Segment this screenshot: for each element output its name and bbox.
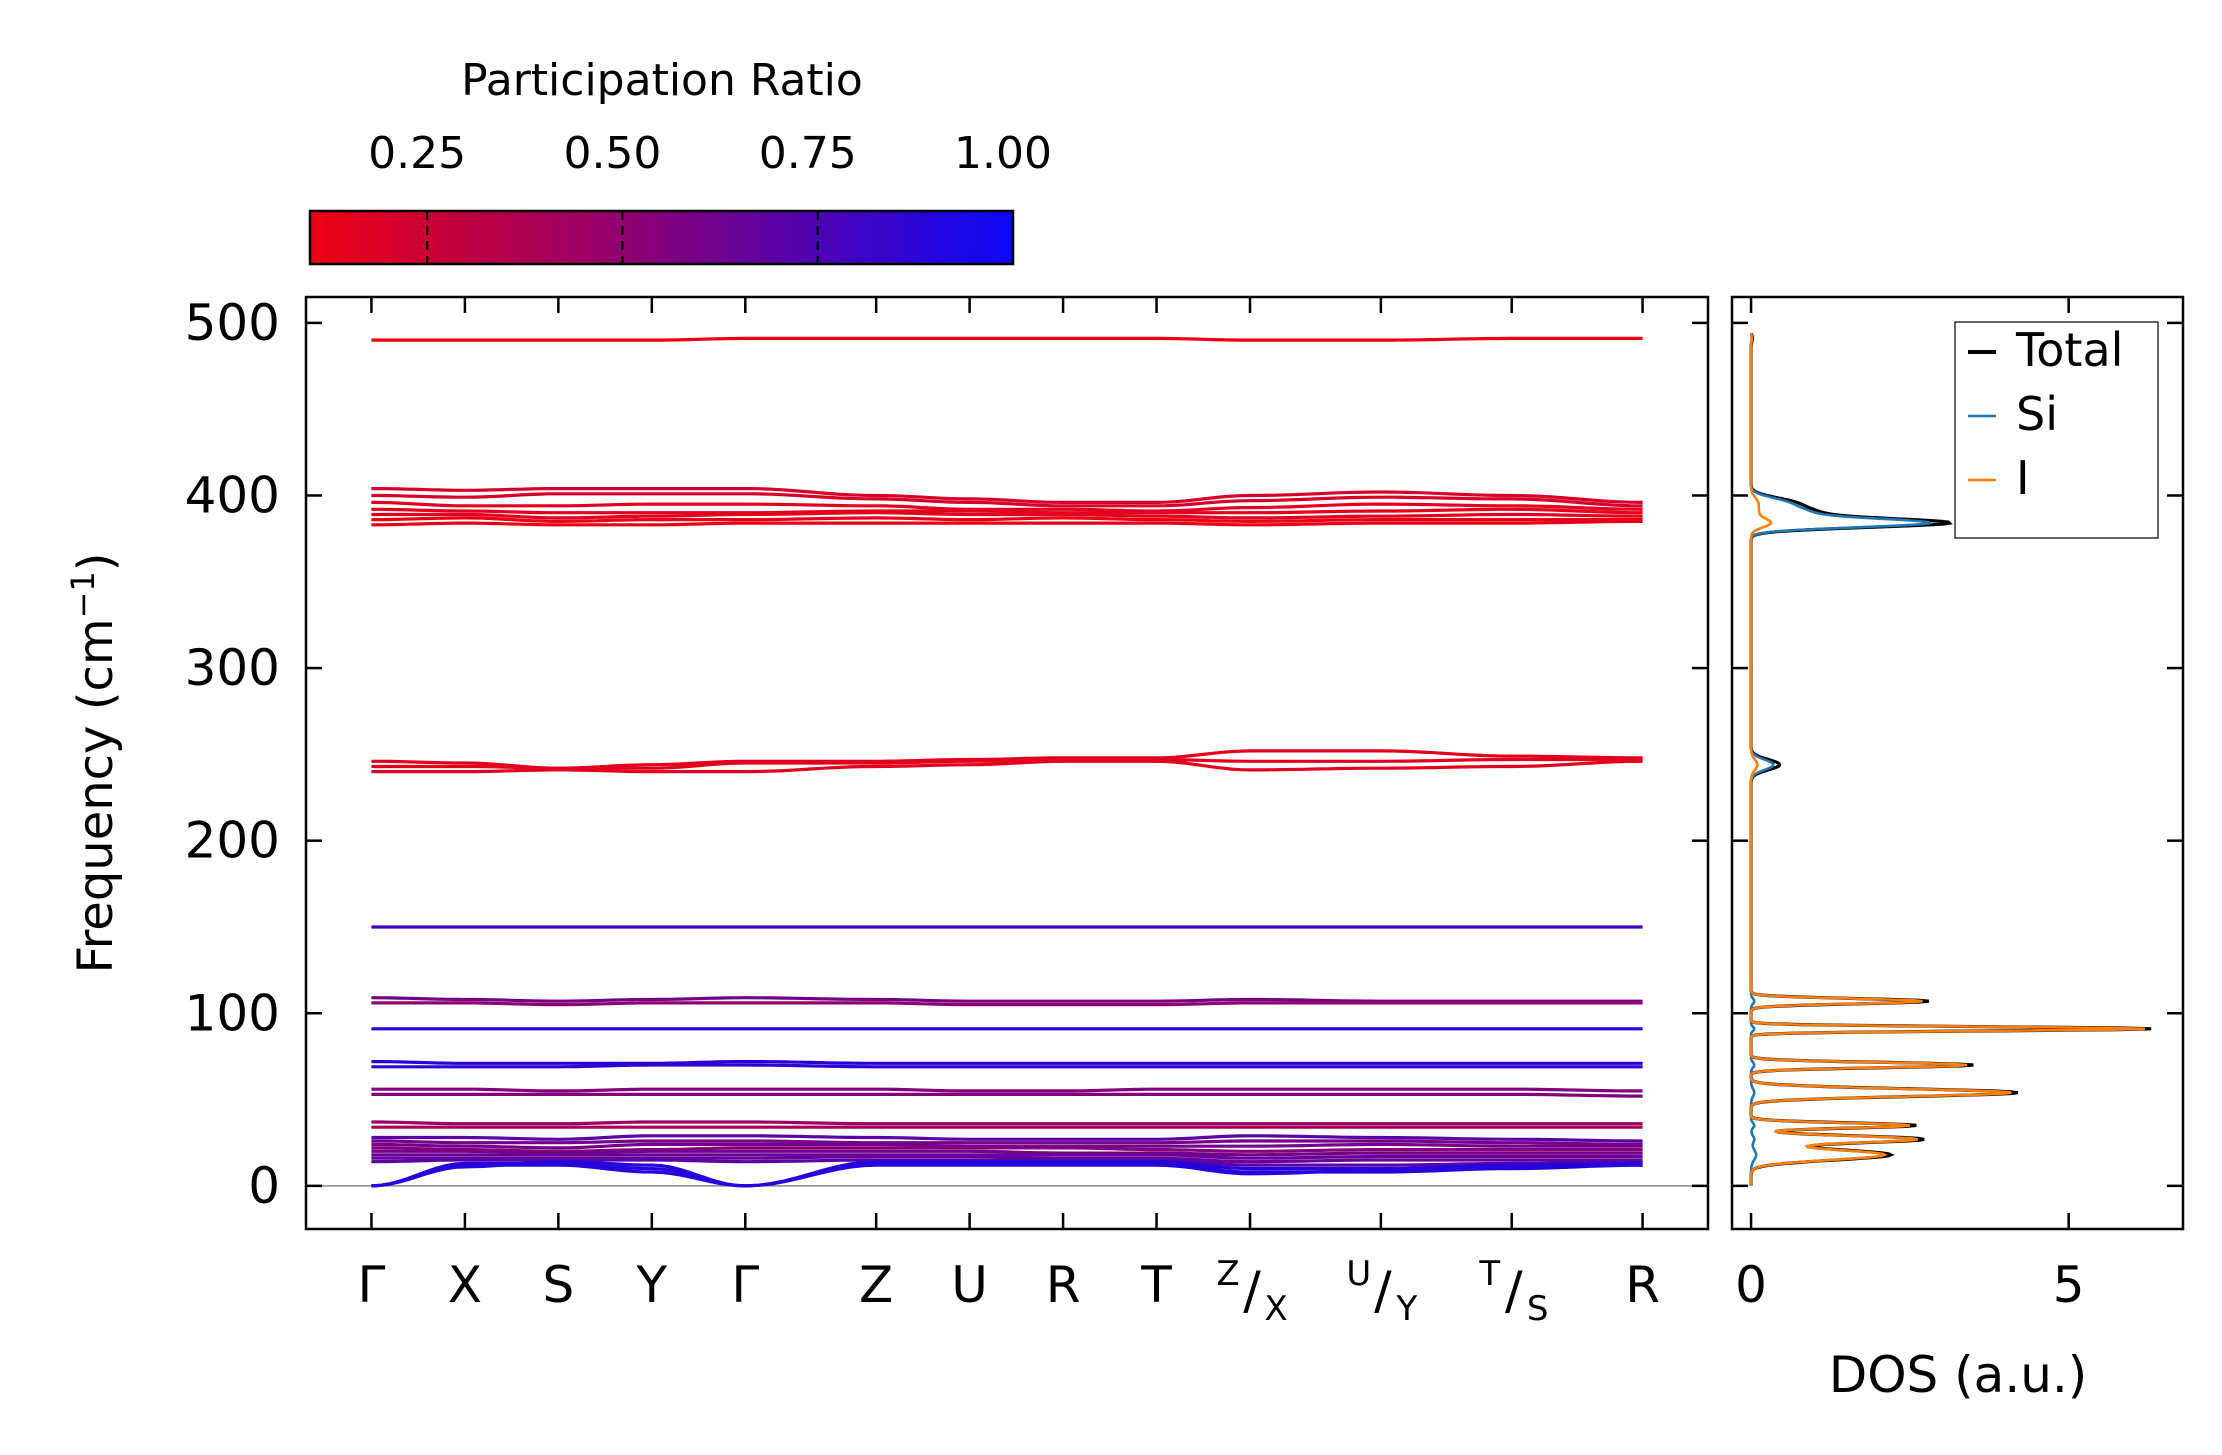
- band-line: [371, 511, 1643, 520]
- y-tick-label: 500: [185, 294, 280, 352]
- band-line: [371, 1120, 1643, 1126]
- legend-label: Si: [2016, 387, 2058, 441]
- legend-frame: [1954, 321, 2159, 539]
- band-line: [371, 492, 1643, 508]
- band-axes-frame: [304, 295, 1710, 1231]
- band-line: [371, 1134, 1643, 1143]
- band-line: [371, 1154, 1643, 1164]
- band-line: [371, 757, 1643, 770]
- band-x-axis: Γ X S Y Γ Z U R T Z / XU / YT / S R: [357, 297, 1660, 1329]
- colorbar-gradient: [308, 209, 1015, 266]
- kpoint-label-top: Z: [1216, 1254, 1239, 1294]
- band-line: [371, 487, 1643, 504]
- band-line: [371, 1092, 1643, 1098]
- band-y-axis: 0 100 200 300 400 500: [185, 294, 1708, 1215]
- kpoint-label: Y: [636, 1256, 668, 1314]
- band-y-axis-label: Frequency (cm−1): [64, 552, 124, 973]
- kpoint-label-bottom: Y: [1395, 1289, 1417, 1329]
- dos-x-tick-label: 0: [1735, 1256, 1767, 1314]
- kpoint-label: U: [951, 1256, 988, 1314]
- band-line: [371, 1142, 1643, 1150]
- dos-series-i: [1749, 333, 2145, 1186]
- kpoint-label-slash: /: [1243, 1261, 1261, 1321]
- y-tick-label: 300: [185, 639, 280, 697]
- band-line: [371, 759, 1643, 774]
- band-line: [371, 1163, 1643, 1188]
- kpoint-label: X: [448, 1256, 482, 1314]
- band-line: [371, 1063, 1643, 1069]
- band-line: [371, 1087, 1643, 1093]
- colorbar-tick-label: 0.50: [563, 128, 661, 179]
- dos-x-tick-label: 5: [2053, 1256, 2085, 1314]
- colorbar-ticks: 0.25 0.50 0.75 1.00: [368, 128, 1052, 264]
- kpoint-label-slash: /: [1374, 1261, 1392, 1321]
- legend-label: I: [2016, 451, 2030, 505]
- kpoint-label-top: T: [1478, 1254, 1500, 1294]
- band-line: [371, 516, 1643, 523]
- band-line: [371, 336, 1643, 342]
- y-tick-label: 200: [185, 812, 280, 870]
- kpoint-label-bottom: X: [1264, 1289, 1287, 1329]
- colorbar-tick-label: 0.75: [759, 128, 857, 179]
- y-tick-label: 100: [185, 984, 280, 1042]
- dos-legend: Total Si I: [1954, 321, 2159, 539]
- dos-lines: [1749, 333, 2152, 1186]
- band-line: [371, 1161, 1643, 1188]
- band-line: [371, 1160, 1643, 1188]
- colorbar-tick-label: 1.00: [954, 128, 1052, 179]
- legend-label: Total: [2015, 323, 2123, 377]
- band-line: [371, 1153, 1643, 1160]
- colorbar: Participation Ratio 0.25 0.50 0.75 1.00: [308, 55, 1052, 266]
- band-line: [371, 1060, 1643, 1065]
- y-tick-label: 0: [248, 1157, 280, 1215]
- kpoint-label: R: [1625, 1256, 1660, 1314]
- dos-x-axis-label: DOS (a.u.): [1829, 1346, 2088, 1404]
- band-line: [371, 1146, 1643, 1153]
- kpoint-label: Γ: [731, 1256, 759, 1314]
- kpoint-label: R: [1046, 1256, 1081, 1314]
- band-line: [371, 1149, 1643, 1157]
- kpoint-label-bottom: S: [1527, 1289, 1549, 1329]
- band-line: [371, 507, 1643, 515]
- colorbar-tick-label: 0.25: [368, 128, 466, 179]
- dos-series-si: [1749, 333, 1933, 1186]
- kpoint-label-slash: /: [1505, 1261, 1523, 1321]
- band-line: [371, 1139, 1643, 1146]
- kpoint-label: T: [1140, 1256, 1172, 1314]
- band-line: [371, 1158, 1643, 1167]
- band-line: [371, 519, 1643, 527]
- kpoint-label-top: U: [1346, 1254, 1371, 1294]
- y-tick-label: 400: [185, 466, 280, 524]
- kpoint-label: S: [542, 1256, 574, 1314]
- kpoint-label: Z: [859, 1256, 893, 1314]
- band-line: [371, 1001, 1643, 1007]
- band-line: [371, 500, 1643, 513]
- band-lines: [306, 336, 1708, 1188]
- band-line: [371, 996, 1643, 1003]
- kpoint-label: Γ: [357, 1256, 385, 1314]
- colorbar-title: Participation Ratio: [461, 55, 863, 106]
- dos-axes-frame: [1730, 295, 2185, 1231]
